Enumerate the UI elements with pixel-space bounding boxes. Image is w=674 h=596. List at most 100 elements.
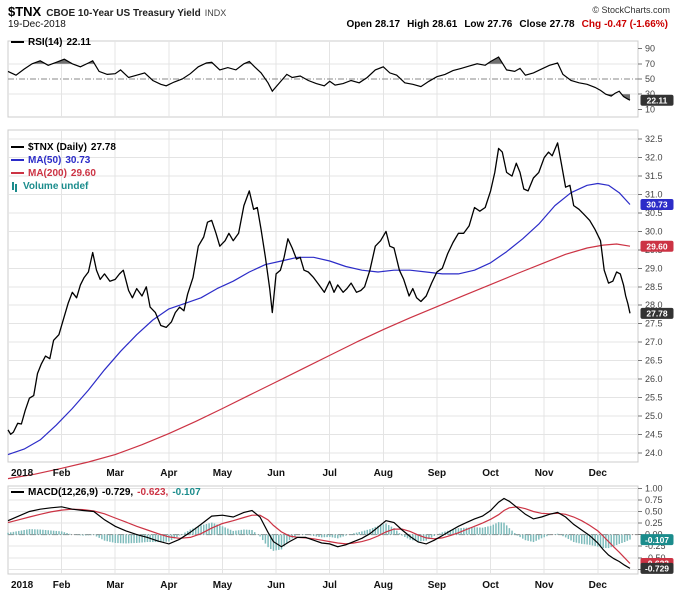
macd-histogram-bar: [581, 534, 583, 544]
macd-histogram-bar: [626, 534, 629, 541]
macd-histogram-bar: [144, 534, 146, 543]
macd-histogram-bar: [602, 534, 604, 549]
y-tick-label: 32.0: [645, 153, 663, 163]
macd-histogram-bar: [438, 533, 441, 535]
symbol: $TNX: [8, 4, 42, 19]
macd-histogram-bar: [428, 534, 430, 540]
high-label: High: [407, 19, 430, 30]
macd-histogram-bar: [575, 534, 578, 543]
macd-histogram-bar: [87, 534, 90, 536]
ma50-label: MA(50): [28, 155, 62, 166]
macd-histogram-value: -0.107: [172, 487, 201, 498]
y-tick-label: 1.00: [645, 483, 663, 493]
x-tick-label: Aug: [374, 468, 393, 479]
symbol-type: INDX: [204, 8, 227, 18]
macd-histogram-bar: [444, 531, 446, 535]
macd-histogram-bar: [334, 534, 336, 538]
x-tick-label: 2018: [11, 580, 34, 591]
y-tick-label: 90: [645, 44, 655, 54]
y-tick-label: 31.0: [645, 190, 663, 200]
x-tick-label: Jun: [267, 468, 285, 479]
macd-histogram-bar: [615, 534, 618, 546]
value-badge: [640, 534, 674, 546]
y-tick-label: 0.25: [645, 518, 663, 528]
x-tick-label: Aug: [374, 580, 393, 591]
ma50-legend: MA(50) 30.73: [11, 155, 90, 167]
value-badge-label: 30.73: [646, 200, 668, 210]
macd-histogram-bar: [449, 530, 452, 535]
macd-histogram-bar: [564, 534, 567, 538]
stockcharts-copyright-link[interactable]: © StockCharts.com: [592, 5, 670, 15]
macd-histogram-bar: [165, 534, 167, 542]
macd-histogram-bar: [382, 524, 385, 535]
macd-histogram-bar: [398, 533, 401, 535]
macd-histogram-bar: [331, 534, 334, 538]
macd-histogram-bar: [589, 534, 591, 545]
macd-histogram-bar: [379, 525, 382, 535]
macd-histogram-bar: [66, 533, 68, 535]
symbol-name: CBOE 10-Year US Treasury Yield: [46, 8, 201, 19]
macd-histogram-bar: [546, 534, 548, 537]
macd-histogram-bar: [597, 534, 599, 547]
macd-histogram-bar: [47, 530, 50, 535]
macd-histogram-bar: [178, 534, 181, 536]
macd-histogram-bar: [387, 525, 390, 535]
macd-histogram-bar: [79, 534, 82, 536]
macd-histogram-bar: [463, 527, 465, 535]
macd-histogram-bar: [197, 526, 200, 535]
macd-histogram-bar: [503, 522, 505, 535]
x-tick-label: Mar: [106, 468, 124, 479]
macd-histogram-bar: [406, 534, 409, 539]
macd-histogram-bar: [168, 534, 170, 542]
y-tick-label: 26.5: [645, 356, 663, 366]
macd-line-icon: [11, 491, 24, 494]
macd-histogram-bar: [562, 534, 564, 537]
macd-histogram-bar: [227, 528, 229, 535]
macd-histogram-bar: [240, 529, 243, 535]
macd-histogram-bar: [224, 527, 226, 535]
macd-histogram-bar: [138, 534, 141, 543]
value-badge-label: 29.60: [646, 241, 668, 251]
x-tick-label: Mar: [106, 580, 124, 591]
macd-histogram-bar: [294, 534, 296, 537]
x-tick-label: Feb: [53, 580, 71, 591]
macd-histogram-bar: [119, 534, 122, 544]
macd-histogram-bar: [267, 534, 269, 548]
macd-histogram-bar: [176, 534, 178, 538]
macd-histogram-bar: [505, 525, 508, 535]
chg-label: Chg: [581, 19, 602, 30]
ma50-last-value: 30.73: [65, 155, 91, 166]
open-label: Open: [346, 19, 373, 30]
macd-histogram-bar: [135, 534, 138, 543]
macd-histogram-bar: [350, 534, 352, 535]
macd-histogram-bar: [610, 534, 612, 548]
macd-histogram-bar: [530, 534, 532, 542]
y-tick-label: 0.75: [645, 495, 663, 505]
macd-histogram-bar: [366, 529, 369, 535]
macd-histogram-bar: [103, 534, 106, 541]
macd-histogram-bar: [44, 530, 47, 535]
macd-histogram-bar: [455, 528, 457, 535]
close-value: 27.78: [549, 19, 575, 30]
macd-histogram-bar: [457, 528, 460, 535]
macd-histogram-bar: [259, 534, 261, 537]
y-tick-label: 30.5: [645, 208, 663, 218]
macd-signal-value: -0.623,: [137, 487, 169, 498]
macd-histogram-bar: [106, 534, 108, 542]
y-tick-label: 26.0: [645, 374, 663, 384]
y-tick-label: 25.5: [645, 392, 663, 402]
y-tick-label: 27.0: [645, 337, 663, 347]
macd-histogram-bar: [261, 534, 264, 541]
y-tick-label: 30.0: [645, 226, 663, 236]
y-tick-label: 25.0: [645, 411, 663, 421]
macd-histogram-bar: [283, 534, 285, 547]
x-tick-label: 2018: [11, 468, 34, 479]
macd-histogram-bar: [363, 530, 366, 535]
macd-histogram-bar: [495, 523, 497, 535]
chart-date: 19-Dec-2018: [8, 19, 66, 30]
macd-histogram-bar: [591, 534, 594, 546]
y-tick-label: 24.5: [645, 429, 663, 439]
open-value: 28.17: [375, 19, 401, 30]
macd-histogram-bar: [417, 534, 419, 542]
macd-histogram-bar: [141, 534, 143, 543]
